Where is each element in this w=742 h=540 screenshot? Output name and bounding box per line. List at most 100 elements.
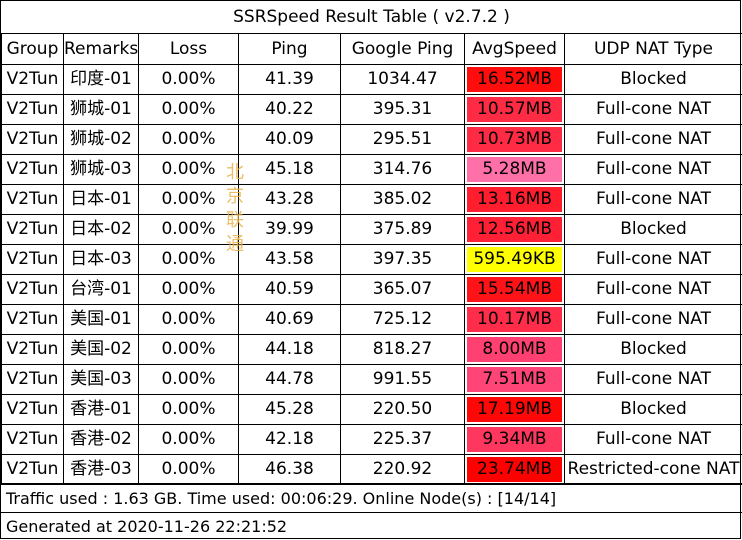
cell-loss: 0.00% <box>138 274 239 305</box>
cell-avg-speed: 7.51MB <box>464 364 565 395</box>
cell-udp-nat-type: Full-cone NAT <box>564 364 742 395</box>
cell-ping: 45.18 <box>238 154 341 185</box>
cell-group: V2Tun <box>1 184 64 215</box>
cell-google-ping: 1034.47 <box>340 64 465 95</box>
cell-remarks: 日本-01 <box>63 184 139 215</box>
cell-group: V2Tun <box>1 94 64 125</box>
cell-google-ping: 220.50 <box>340 394 465 425</box>
cell-group: V2Tun <box>1 244 64 275</box>
cell-loss: 0.00% <box>138 244 239 275</box>
cell-group: V2Tun <box>1 364 64 395</box>
cell-remarks: 日本-02 <box>63 214 139 245</box>
cell-udp-nat-type: Full-cone NAT <box>564 94 742 125</box>
cell-loss: 0.00% <box>138 334 239 365</box>
cell-remarks: 香港-02 <box>63 424 139 455</box>
cell-udp-nat-type: Full-cone NAT <box>564 184 742 215</box>
header-udp-nat-type: UDP NAT Type <box>564 33 742 65</box>
avg-speed-value: 10.57MB <box>467 97 562 122</box>
table-row: V2Tun 香港-02 0.00% 42.18 225.37 9.34MB Full-con… <box>1 424 742 455</box>
cell-google-ping: 314.76 <box>340 154 465 185</box>
header-google-ping: Google Ping <box>340 33 465 65</box>
cell-google-ping: 397.35 <box>340 244 465 275</box>
cell-ping: 39.99 <box>238 214 341 245</box>
cell-google-ping: 395.31 <box>340 94 465 125</box>
cell-loss: 0.00% <box>138 394 239 425</box>
cell-udp-nat-type: Full-cone NAT <box>564 244 742 275</box>
cell-udp-nat-type: Full-cone NAT <box>564 424 742 455</box>
cell-avg-speed: 595.49KB <box>464 244 565 275</box>
cell-google-ping: 225.37 <box>340 424 465 455</box>
avg-speed-value: 12.56MB <box>467 217 562 242</box>
cell-avg-speed: 13.16MB <box>464 184 565 215</box>
cell-remarks: 美国-03 <box>63 364 139 395</box>
cell-loss: 0.00% <box>138 184 239 215</box>
avg-speed-value: 10.17MB <box>467 307 562 332</box>
cell-ping: 40.22 <box>238 94 341 125</box>
cell-udp-nat-type: Full-cone NAT <box>564 304 742 335</box>
cell-remarks: 狮城-03 <box>63 154 139 185</box>
cell-group: V2Tun <box>1 64 64 95</box>
avg-speed-value: 17.19MB <box>467 397 562 422</box>
cell-remarks: 台湾-01 <box>63 274 139 305</box>
avg-speed-value: 8.00MB <box>467 337 562 362</box>
cell-avg-speed: 12.56MB <box>464 214 565 245</box>
avg-speed-value: 13.16MB <box>467 187 562 212</box>
cell-avg-speed: 9.34MB <box>464 424 565 455</box>
avg-speed-value: 5.28MB <box>467 157 562 182</box>
cell-avg-speed: 10.57MB <box>464 94 565 125</box>
table-row: V2Tun 香港-01 0.00% 45.28 220.50 17.19MB Blocked <box>1 394 742 425</box>
header-group: Group <box>1 33 64 65</box>
cell-loss: 0.00% <box>138 64 239 95</box>
cell-loss: 0.00% <box>138 424 239 455</box>
avg-speed-value: 16.52MB <box>467 67 562 92</box>
avg-speed-value: 7.51MB <box>467 367 562 392</box>
cell-avg-speed: 10.73MB <box>464 124 565 155</box>
table-row: V2Tun 台湾-01 0.00% 40.59 365.07 15.54MB Full-co… <box>1 274 742 305</box>
cell-loss: 0.00% <box>138 124 239 155</box>
cell-avg-speed: 5.28MB <box>464 154 565 185</box>
avg-speed-value: 595.49KB <box>467 247 562 272</box>
cell-loss: 0.00% <box>138 214 239 245</box>
cell-udp-nat-type: Full-cone NAT <box>564 154 742 185</box>
cell-remarks: 日本-03 <box>63 244 139 275</box>
table-row: V2Tun 香港-03 0.00% 46.38 220.92 23.74MB Restric… <box>1 454 742 485</box>
cell-group: V2Tun <box>1 214 64 245</box>
cell-ping: 40.59 <box>238 274 341 305</box>
cell-udp-nat-type: Full-cone NAT <box>564 274 742 305</box>
cell-google-ping: 295.51 <box>340 124 465 155</box>
cell-google-ping: 365.07 <box>340 274 465 305</box>
cell-group: V2Tun <box>1 274 64 305</box>
cell-group: V2Tun <box>1 334 64 365</box>
avg-speed-value: 9.34MB <box>467 427 562 452</box>
table-row: V2Tun 日本-01 0.00% 43.28 385.02 13.16MB Full-co… <box>1 184 742 215</box>
cell-ping: 44.78 <box>238 364 341 395</box>
cell-avg-speed: 15.54MB <box>464 274 565 305</box>
table-row: V2Tun 日本-02 0.00% 39.99 375.89 12.56MB Blocked <box>1 214 742 245</box>
cell-google-ping: 375.89 <box>340 214 465 245</box>
table-title: SSRSpeed Result Table ( v2.7.2 ) <box>233 7 510 27</box>
table-row: V2Tun 狮城-02 0.00% 40.09 295.51 10.73MB Full-co… <box>1 124 742 155</box>
cell-ping: 43.58 <box>238 244 341 275</box>
table-row: V2Tun 印度-01 0.00% 41.39 1034.47 16.52MB Blocke… <box>1 64 742 95</box>
cell-remarks: 香港-01 <box>63 394 139 425</box>
cell-avg-speed: 8.00MB <box>464 334 565 365</box>
cell-remarks: 香港-03 <box>63 454 139 485</box>
avg-speed-value: 15.54MB <box>467 277 562 302</box>
cell-udp-nat-type: Restricted-cone NAT <box>564 454 742 485</box>
cell-group: V2Tun <box>1 454 64 485</box>
header-ping: Ping <box>238 33 341 65</box>
header-remarks: Remarks <box>63 33 139 65</box>
cell-avg-speed: 23.74MB <box>464 454 565 485</box>
result-table: Group Remarks Loss Ping Google Ping AvgS… <box>1 33 742 485</box>
cell-loss: 0.00% <box>138 154 239 185</box>
cell-group: V2Tun <box>1 394 64 425</box>
cell-udp-nat-type: Blocked <box>564 214 742 245</box>
cell-ping: 40.69 <box>238 304 341 335</box>
cell-google-ping: 991.55 <box>340 364 465 395</box>
cell-loss: 0.00% <box>138 454 239 485</box>
avg-speed-value: 10.73MB <box>467 127 562 152</box>
cell-google-ping: 220.92 <box>340 454 465 485</box>
cell-google-ping: 725.12 <box>340 304 465 335</box>
header-row: Group Remarks Loss Ping Google Ping AvgS… <box>1 33 742 65</box>
cell-ping: 40.09 <box>238 124 341 155</box>
